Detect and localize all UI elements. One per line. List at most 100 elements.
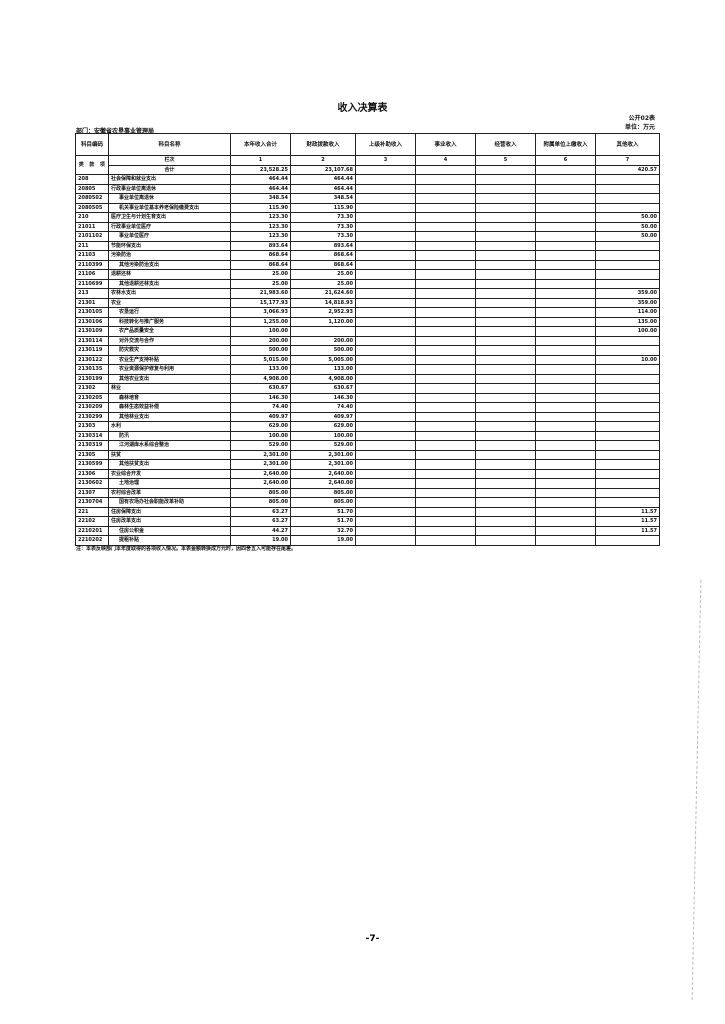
- row-total: 805.00: [230, 497, 291, 508]
- empty-cell: [355, 373, 416, 384]
- row-other: [595, 183, 660, 194]
- empty-cell: [415, 497, 476, 508]
- row-other: [595, 174, 660, 185]
- empty-cell: [535, 383, 596, 394]
- row-total: 100.00: [230, 326, 291, 337]
- row-other: 50.00: [595, 221, 660, 232]
- empty-cell: [535, 440, 596, 451]
- row-name: 农业综合开发: [108, 468, 231, 479]
- row-total: 63.27: [230, 516, 291, 527]
- row-other: 11.57: [595, 506, 660, 517]
- empty-cell: [475, 193, 536, 204]
- empty-cell: [535, 392, 596, 403]
- table-row: 2130122 农业生产支持补贴 5,015.00 5,005.00 10.00: [75, 354, 660, 365]
- row-fiscal: 14,818.93: [290, 297, 356, 308]
- row-name: 农业生产支持补贴: [108, 354, 231, 365]
- row-total: 409.97: [230, 411, 291, 422]
- row-total: 5,015.00: [230, 354, 291, 365]
- row-other: 11.57: [595, 525, 660, 536]
- empty-cell: [535, 193, 596, 204]
- empty-cell: [415, 487, 476, 498]
- row-code: 20805: [75, 183, 109, 194]
- row-other: [595, 402, 660, 413]
- empty-cell: [535, 212, 596, 223]
- empty-cell: [355, 459, 416, 470]
- row-code: 211: [75, 240, 109, 251]
- row-code: 221: [75, 506, 109, 517]
- row-code: 2130599: [75, 459, 109, 470]
- row-fiscal: 893.64: [290, 240, 356, 251]
- empty-cell: [415, 392, 476, 403]
- empty-cell: [475, 335, 536, 346]
- table-row: 21307 农村综合改革 805.00 805.00: [75, 487, 660, 498]
- form-number: 公开02表: [628, 115, 655, 122]
- row-total: 630.67: [230, 383, 291, 394]
- lei-label: 类: [78, 162, 84, 168]
- row-code: 2130106: [75, 316, 109, 327]
- row-fiscal: 464.44: [290, 183, 356, 194]
- row-code: 21106: [75, 269, 109, 280]
- row-total: 63.27: [230, 506, 291, 517]
- empty-cell: [415, 269, 476, 280]
- row-total: 464.44: [230, 174, 291, 185]
- empty-cell: [415, 402, 476, 413]
- table-row: 21306 农业综合开发 2,640.00 2,640.00: [75, 468, 660, 479]
- empty-cell: [415, 335, 476, 346]
- row-total: 1,255.00: [230, 316, 291, 327]
- empty-cell: [475, 307, 536, 318]
- table-row: 2130199 其他农业支出 4,908.00 4,908.00: [75, 373, 660, 384]
- column-index-label: 栏次: [108, 155, 231, 166]
- table-row: 21103 污染防治 868.64 868.64: [75, 250, 660, 261]
- row-other: [595, 269, 660, 280]
- row-fiscal: 100.00: [290, 430, 356, 441]
- row-name: 提租补贴: [108, 535, 231, 546]
- empty-cell: [415, 478, 476, 489]
- row-other: 359.00: [595, 288, 660, 299]
- row-fiscal: 25.00: [290, 269, 356, 280]
- row-name: 林业: [108, 383, 231, 394]
- table-row: 2080502 事业单位离退休 348.54 348.54: [75, 193, 660, 204]
- row-name: 行政事业单位医疗: [108, 221, 231, 232]
- row-other: [595, 392, 660, 403]
- row-other: [595, 440, 660, 451]
- row-fiscal: 74.40: [290, 402, 356, 413]
- row-other: [595, 487, 660, 498]
- empty-cell: [535, 525, 596, 536]
- table-row: 2130602 土地治理 2,640.00 2,640.00: [75, 478, 660, 489]
- row-other: [595, 478, 660, 489]
- row-total: 868.64: [230, 259, 291, 270]
- empty-cell: [475, 345, 536, 356]
- row-name: 农林水支出: [108, 288, 231, 299]
- row-other: [595, 459, 660, 470]
- row-total: 133.00: [230, 364, 291, 375]
- row-total: 200.00: [230, 335, 291, 346]
- empty-cell: [355, 449, 416, 460]
- row-code: 2130209: [75, 402, 109, 413]
- table-row: 21303 水利 629.00 629.00: [75, 421, 660, 432]
- row-name: 农垦运行: [108, 307, 231, 318]
- empty-cell: [355, 354, 416, 365]
- empty-cell: [535, 202, 596, 213]
- row-fiscal: 146.30: [290, 392, 356, 403]
- empty-cell: [475, 525, 536, 536]
- row-code: 2130602: [75, 478, 109, 489]
- empty-cell: [355, 392, 416, 403]
- row-name: 社会保障和就业支出: [108, 174, 231, 185]
- row-other: 114.00: [595, 307, 660, 318]
- empty-cell: [475, 487, 536, 498]
- lei-kuan-xiang: 类款项: [75, 155, 109, 175]
- row-total: 4,908.00: [230, 373, 291, 384]
- row-fiscal: 2,301.00: [290, 449, 356, 460]
- empty-cell: [355, 478, 416, 489]
- empty-cell: [535, 535, 596, 546]
- empty-cell: [355, 421, 416, 432]
- table-row: 2130205 森林培育 146.30 146.30: [75, 392, 660, 403]
- row-fiscal: 73.30: [290, 231, 356, 242]
- empty-cell: [415, 316, 476, 327]
- unit-label: 单位：万元: [624, 124, 655, 131]
- empty-cell: [415, 383, 476, 394]
- row-code: 2110699: [75, 278, 109, 289]
- empty-cell: [535, 278, 596, 289]
- row-fiscal: 200.00: [290, 335, 356, 346]
- row-name: 机关事业单位基本养老保险缴费支出: [108, 202, 231, 213]
